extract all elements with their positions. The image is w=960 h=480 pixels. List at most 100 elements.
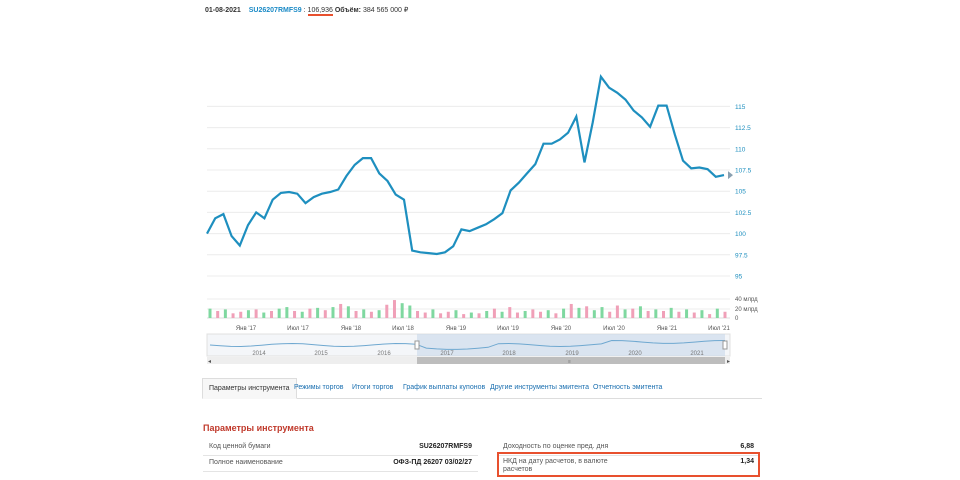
volume-bar	[585, 306, 589, 318]
params-title: Параметры инструмента	[203, 423, 314, 433]
volume-bar	[662, 310, 666, 318]
volume-bar	[562, 308, 566, 318]
volume-bar	[369, 311, 373, 318]
volume-bar	[208, 308, 212, 318]
volume-bar	[454, 310, 458, 318]
price-chart: 115 112.5 110 107.5 105 102.5 100 97.5 95 40 млр…	[206, 74, 758, 365]
volume-bar	[492, 308, 496, 318]
price-line	[206, 74, 725, 256]
x-tick-label: Июл '19	[497, 326, 519, 332]
x-tick-label: Янв '17	[236, 326, 257, 332]
tab-3[interactable]: График выплаты купонов	[403, 384, 486, 391]
param-label: Доходность по оценке пред. дня	[503, 443, 609, 450]
tab-5[interactable]: Отчетность эмитента	[593, 384, 663, 391]
volume-bar	[285, 307, 289, 318]
volume-bar	[362, 309, 366, 318]
volume-bar	[708, 314, 712, 318]
tab-0[interactable]: Параметры инструмента	[202, 378, 297, 399]
volume-bar	[654, 309, 658, 318]
volume-bar	[439, 313, 443, 318]
param-label: Код ценной бумаги	[209, 443, 271, 450]
param-value: SU26207RMFS9	[419, 443, 472, 450]
param-row-nkd: НКД на дату расчетов, в валюте расчетов …	[497, 455, 760, 473]
volume-bar	[400, 303, 404, 318]
x-tick-label: Июл '18	[392, 326, 414, 332]
x-tick-label: Янв '18	[341, 326, 362, 332]
navigator-year: 2014	[252, 351, 266, 357]
volume-bar	[723, 311, 727, 318]
tab-1[interactable]: Режимы торгов	[294, 384, 344, 391]
volume-bar	[608, 311, 612, 318]
volume-bar	[700, 310, 704, 318]
volume-bar	[523, 310, 527, 318]
volume-bar	[531, 309, 535, 318]
param-row-fullname: Полное наименование ОФЗ-ПД 26207 03/02/2…	[203, 456, 478, 472]
volume-bar	[416, 310, 420, 318]
navigator-selection	[417, 334, 725, 356]
volume-bar	[408, 305, 412, 318]
volume-bar	[316, 307, 320, 318]
volume-bar	[546, 310, 550, 318]
volume-bar	[477, 313, 481, 318]
volume-bar	[508, 307, 512, 318]
volume-bar	[462, 314, 466, 318]
volume-bar	[569, 303, 573, 318]
volume-bar	[339, 303, 343, 318]
navigator-handle-left	[414, 340, 420, 350]
volume-bar	[685, 309, 689, 318]
param-label: Полное наименование	[209, 459, 283, 466]
x-tick-label: Июл '20	[603, 326, 625, 332]
param-row-code: Код ценной бумаги SU26207RMFS9	[203, 440, 478, 456]
navigator-year: 2015	[314, 351, 328, 357]
volume-bar	[277, 308, 281, 318]
y-tick-label: 97.5	[735, 252, 748, 259]
volume-bar	[262, 312, 266, 318]
chart-grid	[207, 105, 730, 277]
navigator-line	[209, 339, 726, 350]
volume-bar	[431, 309, 435, 318]
volume-bar	[692, 312, 696, 318]
x-tick-label: Июл '21	[708, 326, 730, 332]
info-volume-label: Объём:	[334, 7, 361, 14]
volume-bar	[300, 311, 304, 318]
x-tick-label: Янв '20	[551, 326, 572, 332]
volume-bar	[715, 308, 719, 318]
scroll-left-icon: ◂	[208, 359, 211, 365]
y-tick-label: 100	[735, 231, 746, 238]
volume-bar	[485, 310, 489, 318]
highlight-box	[497, 452, 760, 477]
navigator-year: 2021	[690, 351, 704, 357]
info-date: 01-08-2021	[205, 7, 241, 14]
volume-bar	[385, 304, 389, 318]
volume-bar	[377, 310, 381, 318]
x-tick-label: Июл '17	[287, 326, 309, 332]
navigator-year: 2020	[628, 351, 642, 357]
param-value: 6,88	[740, 443, 754, 450]
volume-bars	[207, 298, 730, 319]
y-axis: 115 112.5 110 107.5 105 102.5 100 97.5 95	[735, 104, 752, 281]
navigator-year: 2017	[440, 351, 454, 357]
volume-bar	[392, 300, 396, 318]
volume-bar	[239, 311, 243, 318]
param-label: НКД на дату расчетов, в валюте расчетов	[503, 458, 608, 473]
tab-2[interactable]: Итоги торгов	[352, 384, 394, 391]
tab-4[interactable]: Другие инструменты эмитента	[490, 384, 590, 391]
x-axis: Янв '17 Июл '17 Янв '18 Июл '18 Янв '19 Июл '…	[236, 326, 731, 332]
scroll-right-icon: ▸	[727, 359, 730, 365]
info-price: 106,936	[307, 7, 333, 16]
navigator-handle-right	[722, 340, 728, 350]
tab-bar: Параметры инструмента Режимы торгов Итоги …	[202, 378, 762, 399]
range-navigator[interactable]: 2014 2015 2016 2017 2018 2019 2020 2021 ◂ ▸ ≡	[206, 333, 731, 365]
param-row-yield: Доходность по оценке пред. дня 6,88	[497, 440, 760, 456]
volume-bar	[446, 311, 450, 318]
param-value: 1,34	[740, 458, 754, 465]
scrollbar-thumb	[417, 357, 725, 364]
volume-bar	[254, 309, 258, 318]
volume-bar	[308, 308, 312, 318]
y-tick-label: 110	[735, 146, 746, 153]
volume-bar	[592, 310, 596, 318]
info-ticker: SU26207RMFS9	[248, 7, 302, 14]
marker-arrow	[728, 171, 733, 180]
volume-bar	[669, 307, 673, 318]
volume-bar	[331, 307, 335, 318]
